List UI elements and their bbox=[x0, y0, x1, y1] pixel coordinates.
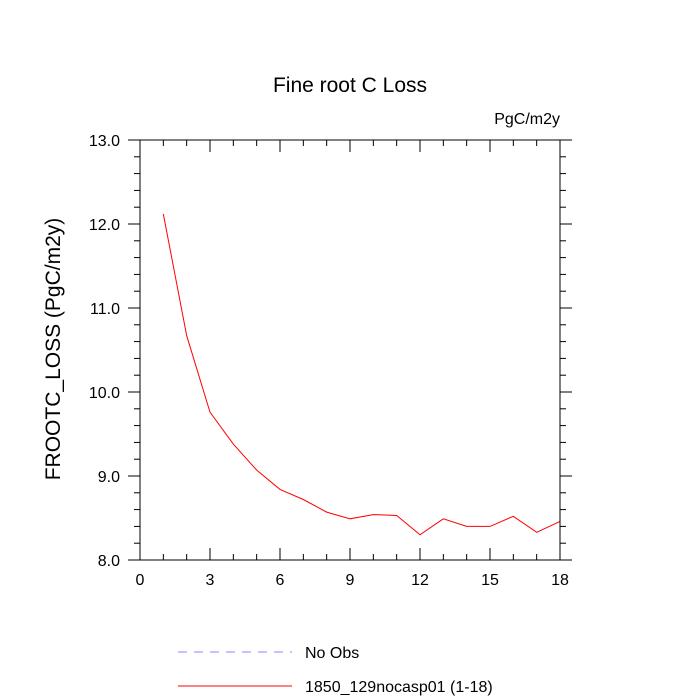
legend-label: No Obs bbox=[305, 645, 359, 662]
y-tick-label: 11.0 bbox=[90, 301, 120, 318]
chart-title: Fine root C Loss bbox=[273, 74, 427, 97]
legend: No Obs 1850_129nocasp01 (1-18) bbox=[178, 645, 493, 696]
x-tick-label: 15 bbox=[481, 572, 499, 589]
axis-tick-labels: 0 3 6 9 12 15 18 8.0 9.0 10.0 11.0 12.0 13.0 bbox=[89, 133, 569, 589]
x-tick-label: 6 bbox=[276, 572, 285, 589]
units-label: PgC/m2y bbox=[494, 111, 560, 128]
x-tick-label: 0 bbox=[136, 572, 145, 589]
plot-frame bbox=[139, 139, 561, 561]
axis-ticks bbox=[128, 139, 572, 561]
y-tick-label: 10.0 bbox=[89, 385, 120, 402]
legend-label: 1850_129nocasp01 (1-18) bbox=[305, 679, 493, 696]
x-tick-label: 3 bbox=[206, 572, 215, 589]
series-line bbox=[162, 213, 561, 536]
y-tick-label: 9.0 bbox=[98, 469, 120, 486]
plot-series bbox=[162, 213, 561, 536]
x-tick-label: 9 bbox=[346, 572, 355, 589]
y-tick-label: 13.0 bbox=[89, 133, 120, 150]
y-tick-label: 12.0 bbox=[89, 217, 120, 234]
y-axis-label: FROOTC_LOSS (PgC/m2y) bbox=[42, 218, 65, 481]
x-tick-label: 18 bbox=[551, 572, 569, 589]
y-tick-label: 8.0 bbox=[98, 553, 120, 570]
x-tick-label: 12 bbox=[411, 572, 429, 589]
